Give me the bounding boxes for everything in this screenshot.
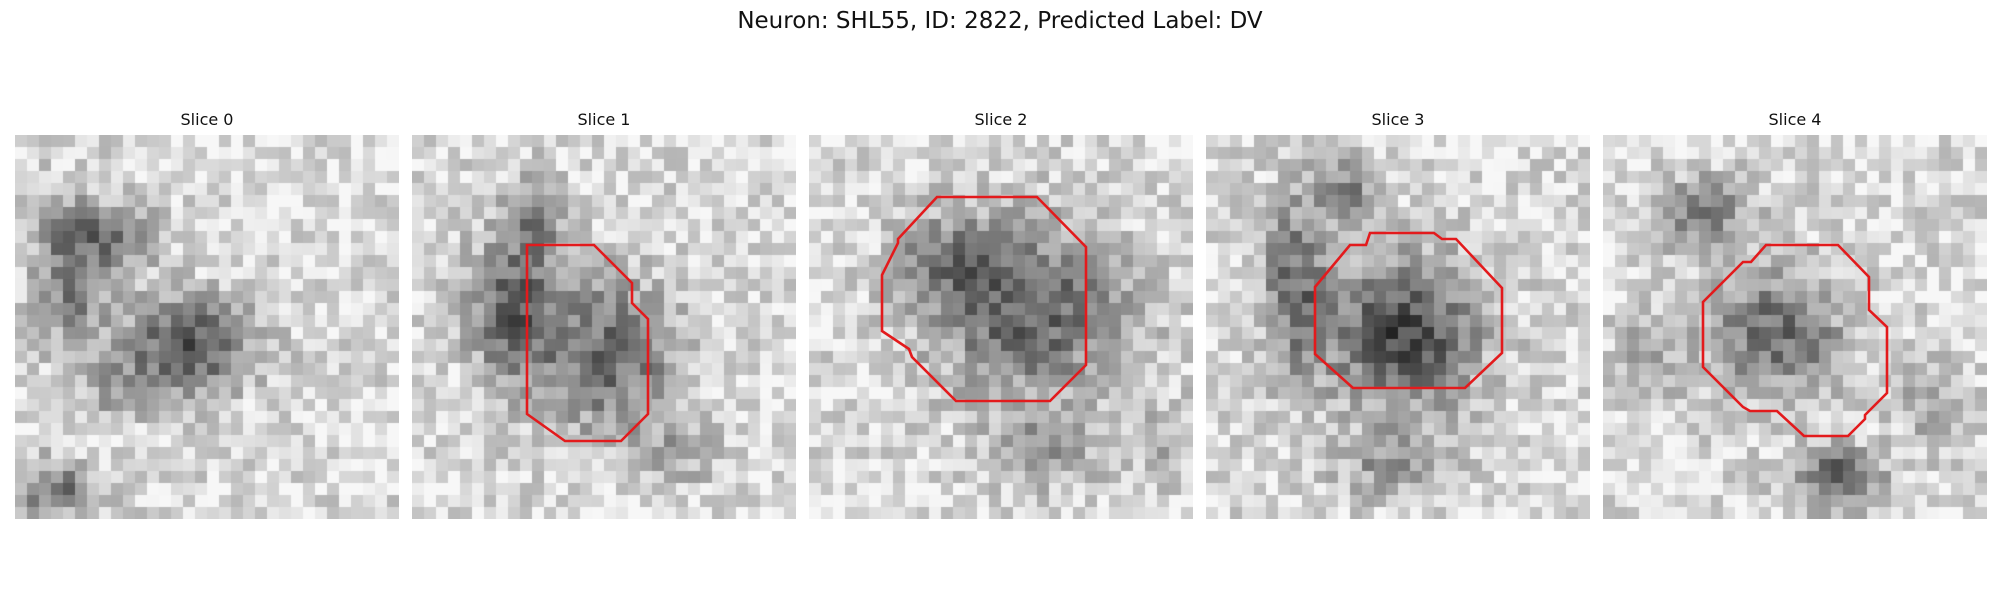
slice-panel-0: Slice 0: [15, 108, 399, 519]
slice-image: [412, 135, 796, 519]
slice-title: Slice 0: [180, 110, 234, 129]
contour-overlay: [15, 135, 399, 519]
cell-contour: [525, 243, 650, 443]
contour-overlay: [525, 243, 650, 443]
contour-overlay: [880, 195, 1088, 403]
contour-overlay: [1313, 231, 1504, 390]
slice-panel-3: Slice 3: [1206, 108, 1590, 519]
slice-title: Slice 1: [577, 110, 631, 129]
slice-title: Slice 3: [1371, 110, 1425, 129]
cell-contour: [880, 195, 1088, 403]
figure-title: Neuron: SHL55, ID: 2822, Predicted Label…: [737, 8, 1263, 34]
slice-title: Slice 4: [1768, 110, 1822, 129]
slice-image: [809, 135, 1193, 519]
contour-overlay: [1701, 243, 1889, 438]
slice-image: [1603, 135, 1987, 519]
slice-panel-4: Slice 4: [1603, 108, 1987, 519]
slice-panel-1: Slice 1: [412, 108, 796, 519]
cell-contour: [1701, 243, 1889, 438]
slice-image: [1206, 135, 1590, 519]
cell-contour: [1313, 231, 1504, 390]
slice-image: [15, 135, 399, 519]
slice-title: Slice 2: [974, 110, 1028, 129]
slice-panel-2: Slice 2: [809, 108, 1193, 519]
